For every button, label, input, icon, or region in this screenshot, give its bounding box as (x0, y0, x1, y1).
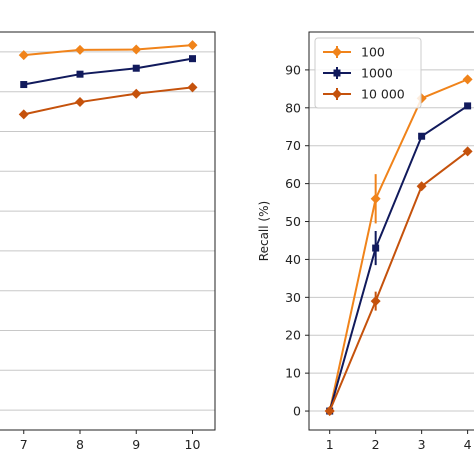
plot-frame (308, 31, 474, 431)
data-point (464, 102, 472, 110)
series-1000 (20, 55, 196, 89)
data-point (324, 406, 335, 417)
series-10000 (18, 82, 198, 120)
data-point (75, 97, 85, 108)
left-chart-panel: 7 8 9 10 (0, 31, 216, 452)
y-tick-label: 30 (285, 290, 301, 305)
legend-marker (332, 47, 342, 57)
legend: 100 1000 10 000 (314, 37, 422, 109)
series-line-10000 (23, 86, 193, 116)
plot-frame (0, 31, 216, 431)
y-tick-label: 0 (293, 404, 301, 419)
data-point (75, 44, 85, 55)
data-point (20, 81, 28, 89)
series-10000 (324, 146, 473, 417)
series-line-1000 (328, 105, 469, 412)
data-point (131, 44, 142, 55)
legend-box (314, 37, 422, 109)
y-tick-label: 50 (285, 214, 301, 229)
data-point (372, 244, 380, 252)
data-point (18, 109, 29, 120)
legend-item-1000: 1000 (323, 66, 393, 81)
legend-item-100: 100 (323, 45, 385, 60)
series-line-100 (328, 78, 468, 412)
y-tick-label: 70 (285, 138, 301, 153)
data-point (187, 40, 198, 51)
series-line-1000 (23, 57, 193, 86)
y-tick-label: 90 (285, 62, 301, 77)
y-tick-label: 10 (285, 366, 301, 381)
x-tick-label: 3 (418, 437, 426, 452)
legend-label: 1000 (361, 66, 393, 81)
legend-item-10000: 10 000 (323, 87, 405, 102)
x-tick-label: 7 (20, 437, 28, 452)
data-point (132, 64, 140, 72)
x-tick-label: 4 (464, 437, 472, 452)
y-tick-label: 20 (285, 328, 301, 343)
legend-label: 100 (361, 45, 385, 60)
legend-marker (333, 69, 341, 77)
x-tick-label: 8 (76, 437, 84, 452)
x-tick-label: 10 (185, 437, 201, 452)
data-point (370, 193, 381, 204)
x-tick-label: 2 (372, 437, 380, 452)
y-tick-label: 80 (285, 100, 301, 115)
data-point (131, 88, 142, 99)
y-tick-label: 60 (285, 176, 301, 191)
series-line-100 (23, 44, 193, 57)
data-point (418, 132, 426, 140)
y-tick-label: 40 (285, 252, 301, 267)
right-chart-panel: 0 10 20 30 40 50 60 70 80 90 1 2 3 4 Recall (%) 100 1000… (257, 31, 474, 452)
data-point (462, 74, 473, 85)
series-line-10000 (328, 150, 469, 412)
data-point (187, 82, 198, 93)
data-point (76, 70, 84, 78)
data-point (370, 296, 381, 307)
data-point (18, 50, 29, 61)
data-point (416, 181, 427, 192)
data-point (189, 55, 196, 63)
y-axis-label: Recall (%) (257, 201, 271, 261)
data-point (462, 146, 473, 157)
legend-label: 10 000 (361, 87, 405, 102)
x-tick-label: 1 (326, 437, 334, 452)
series-100 (18, 40, 198, 61)
legend-marker (332, 89, 342, 99)
x-tick-label: 9 (132, 437, 140, 452)
